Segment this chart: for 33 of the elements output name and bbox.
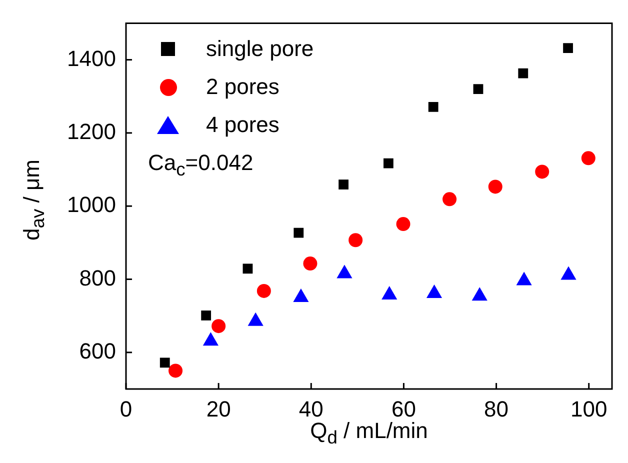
y-tick-label: 1400	[67, 46, 116, 71]
x-tick-label: 80	[484, 396, 509, 422]
legend-label: 4 pores	[206, 112, 280, 138]
point	[348, 233, 363, 248]
point	[303, 256, 318, 271]
point	[242, 264, 253, 274]
y-tick-label: 1200	[67, 119, 116, 144]
point	[518, 68, 528, 78]
point	[488, 180, 502, 194]
y-tick-label: 1000	[67, 192, 116, 218]
point	[563, 43, 573, 54]
point	[212, 319, 226, 334]
y-tick-label: 600	[79, 338, 116, 364]
point	[201, 310, 212, 320]
point	[383, 158, 394, 168]
legend-label: 2 pores	[206, 74, 280, 100]
point	[256, 284, 271, 298]
point	[442, 192, 457, 206]
annotation: Ca$_{c}$=0.042	[148, 150, 254, 180]
point	[428, 102, 438, 112]
y-tick-label: 800	[79, 265, 116, 290]
x-tick-label: 100	[570, 396, 608, 422]
point	[473, 84, 484, 94]
x-tick-label: 20	[206, 396, 231, 422]
point	[294, 228, 304, 238]
point	[160, 358, 170, 368]
point	[535, 164, 550, 179]
point	[338, 180, 348, 190]
legend-label: single pore	[206, 36, 314, 62]
point	[168, 364, 183, 378]
point	[396, 217, 410, 232]
x-tick-label: 0	[120, 396, 132, 422]
point	[581, 151, 596, 166]
